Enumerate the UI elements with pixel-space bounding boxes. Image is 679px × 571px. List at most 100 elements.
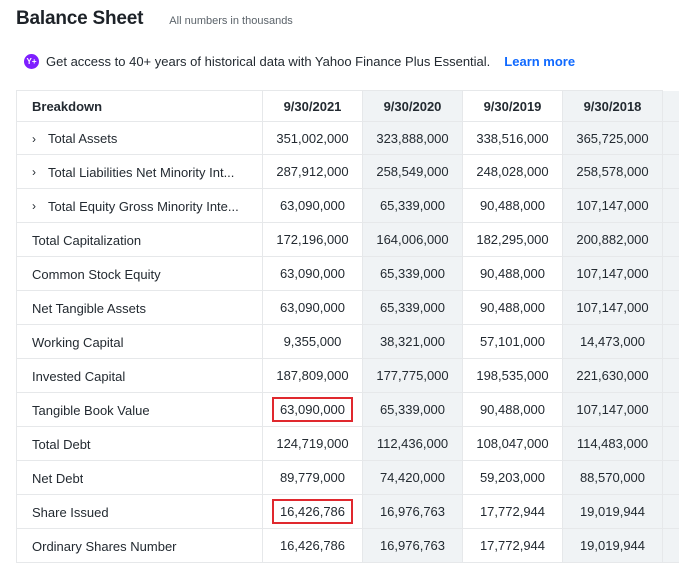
cell-value: 258,578,000 (576, 164, 649, 179)
table-cell: 19,019,944 (562, 528, 663, 563)
cell-value: 187,809,000 (276, 368, 349, 383)
table-cell: 107,147,000 (562, 290, 663, 325)
row-label: Total Capitalization (16, 222, 263, 257)
row-label-text: Working Capital (32, 334, 124, 350)
chevron-right-icon[interactable]: › (32, 199, 36, 214)
table-cell: 17,772,944 (462, 494, 563, 529)
table-row: Total Capitalization 172,196,000 164,006,0… (16, 222, 679, 257)
page-subtitle: All numbers in thousands (169, 15, 293, 27)
promo-banner: Y+ Get access to 40+ years of historical… (24, 51, 575, 71)
table-row: Net Tangible Assets 63,090,000 65,339,000 9… (16, 290, 679, 325)
cell-value: 177,775,000 (376, 368, 449, 383)
column-header-date: 9/30/2021 (262, 90, 363, 122)
table-cell: 89,779,000 (262, 460, 363, 495)
column-header-date: 9/30/2019 (462, 90, 563, 122)
cell-value: 107,147,000 (576, 300, 649, 315)
cell-value: 221,630,000 (576, 368, 649, 383)
table-cell: 90,488,000 (462, 392, 563, 427)
table-cell: 112,436,000 (362, 426, 463, 461)
table-cell: 63,090,000 (262, 188, 363, 223)
table-row: › Total Assets 351,002,000 323,888,000 338,5… (16, 121, 679, 155)
row-label-text: Ordinary Shares Number (32, 538, 177, 554)
table-cell: 65,339,000 (362, 256, 463, 291)
table-cell: 323,888,000 (362, 121, 463, 155)
row-label-text: Net Tangible Assets (32, 300, 146, 316)
table-body: › Total Assets 351,002,000 323,888,000 338,5… (16, 121, 679, 563)
cell-value: 57,101,000 (479, 334, 546, 349)
learn-more-link[interactable]: Learn more (504, 53, 576, 69)
balance-sheet-table: Breakdown 9/30/2021 9/30/2020 9/30/2019 9/30… (16, 90, 679, 563)
balance-sheet-table-container: Breakdown 9/30/2021 9/30/2020 9/30/2019 9/30… (16, 90, 679, 563)
row-label: Common Stock Equity (16, 256, 263, 291)
cell-value: 63,090,000 (279, 198, 346, 213)
row-label: Tangible Book Value (16, 392, 263, 427)
table-row: Tangible Book Value 63,090,000 65,339,000 9… (16, 392, 679, 427)
row-label-text: Total Liabilities Net Minority Int... (48, 164, 235, 180)
table-edge (662, 154, 679, 189)
cell-value: 182,295,000 (476, 232, 549, 247)
cell-value: 38,321,000 (379, 334, 446, 349)
table-cell: 65,339,000 (362, 392, 463, 427)
cell-value: 124,719,000 (276, 436, 349, 451)
table-cell: 19,019,944 (562, 494, 663, 529)
cell-value: 248,028,000 (476, 164, 549, 179)
expandable-row-label[interactable]: › Total Liabilities Net Minority Int... (16, 154, 263, 189)
table-cell: 187,809,000 (262, 358, 363, 393)
table-edge (662, 324, 679, 359)
table-cell: 248,028,000 (462, 154, 563, 189)
cell-value: 90,488,000 (479, 266, 546, 281)
cell-value: 65,339,000 (379, 198, 446, 213)
cell-value: 112,436,000 (376, 436, 449, 451)
table-edge (662, 188, 679, 223)
cell-value: 90,488,000 (479, 198, 546, 213)
table-edge (662, 358, 679, 393)
table-cell: 74,420,000 (362, 460, 463, 495)
cell-value: 16,976,763 (379, 538, 446, 553)
table-edge (662, 256, 679, 291)
row-label: Net Tangible Assets (16, 290, 263, 325)
table-cell: 198,535,000 (462, 358, 563, 393)
cell-value: 74,420,000 (379, 470, 446, 485)
row-label-text: Total Debt (32, 436, 91, 452)
page-header: Balance Sheet All numbers in thousands (16, 8, 293, 38)
chevron-right-icon[interactable]: › (32, 165, 36, 180)
highlighted-value: 63,090,000 (271, 397, 354, 422)
table-edge (662, 290, 679, 325)
cell-value: 9,355,000 (283, 334, 342, 349)
table-cell: 338,516,000 (462, 121, 563, 155)
row-label-text: Total Assets (48, 131, 118, 147)
table-row: › Total Equity Gross Minority Inte... 63,0… (16, 188, 679, 223)
table-cell: 63,090,000 (262, 290, 363, 325)
cell-value: 90,488,000 (479, 402, 546, 417)
table-cell: 124,719,000 (262, 426, 363, 461)
table-cell: 365,725,000 (562, 121, 663, 155)
table-cell: 114,483,000 (562, 426, 663, 461)
row-label-text: Share Issued (32, 504, 109, 520)
expandable-row-label[interactable]: › Total Assets (16, 121, 263, 155)
cell-value: 19,019,944 (579, 538, 646, 553)
expandable-row-label[interactable]: › Total Equity Gross Minority Inte... (16, 188, 263, 223)
table-edge (662, 222, 679, 257)
table-edge (662, 90, 679, 122)
table-row: Net Debt 89,779,000 74,420,000 59,203,000 88… (16, 460, 679, 495)
cell-value: 65,339,000 (379, 300, 446, 315)
cell-value: 200,882,000 (576, 232, 649, 247)
highlighted-value: 16,426,786 (271, 499, 354, 524)
cell-value: 323,888,000 (376, 130, 449, 146)
table-cell: 65,339,000 (362, 290, 463, 325)
cell-value: 164,006,000 (376, 232, 449, 247)
table-cell: 287,912,000 (262, 154, 363, 189)
table-cell: 258,549,000 (362, 154, 463, 189)
cell-value: 65,339,000 (379, 402, 446, 417)
cell-value: 63,090,000 (279, 266, 346, 281)
table-cell: 59,203,000 (462, 460, 563, 495)
chevron-right-icon[interactable]: › (32, 131, 36, 146)
table-cell: 172,196,000 (262, 222, 363, 257)
table-cell: 88,570,000 (562, 460, 663, 495)
cell-value: 365,725,000 (576, 130, 649, 146)
table-cell: 57,101,000 (462, 324, 563, 359)
table-cell: 164,006,000 (362, 222, 463, 257)
cell-value: 17,772,944 (479, 538, 546, 553)
table-cell: 107,147,000 (562, 256, 663, 291)
table-cell: 9,355,000 (262, 324, 363, 359)
